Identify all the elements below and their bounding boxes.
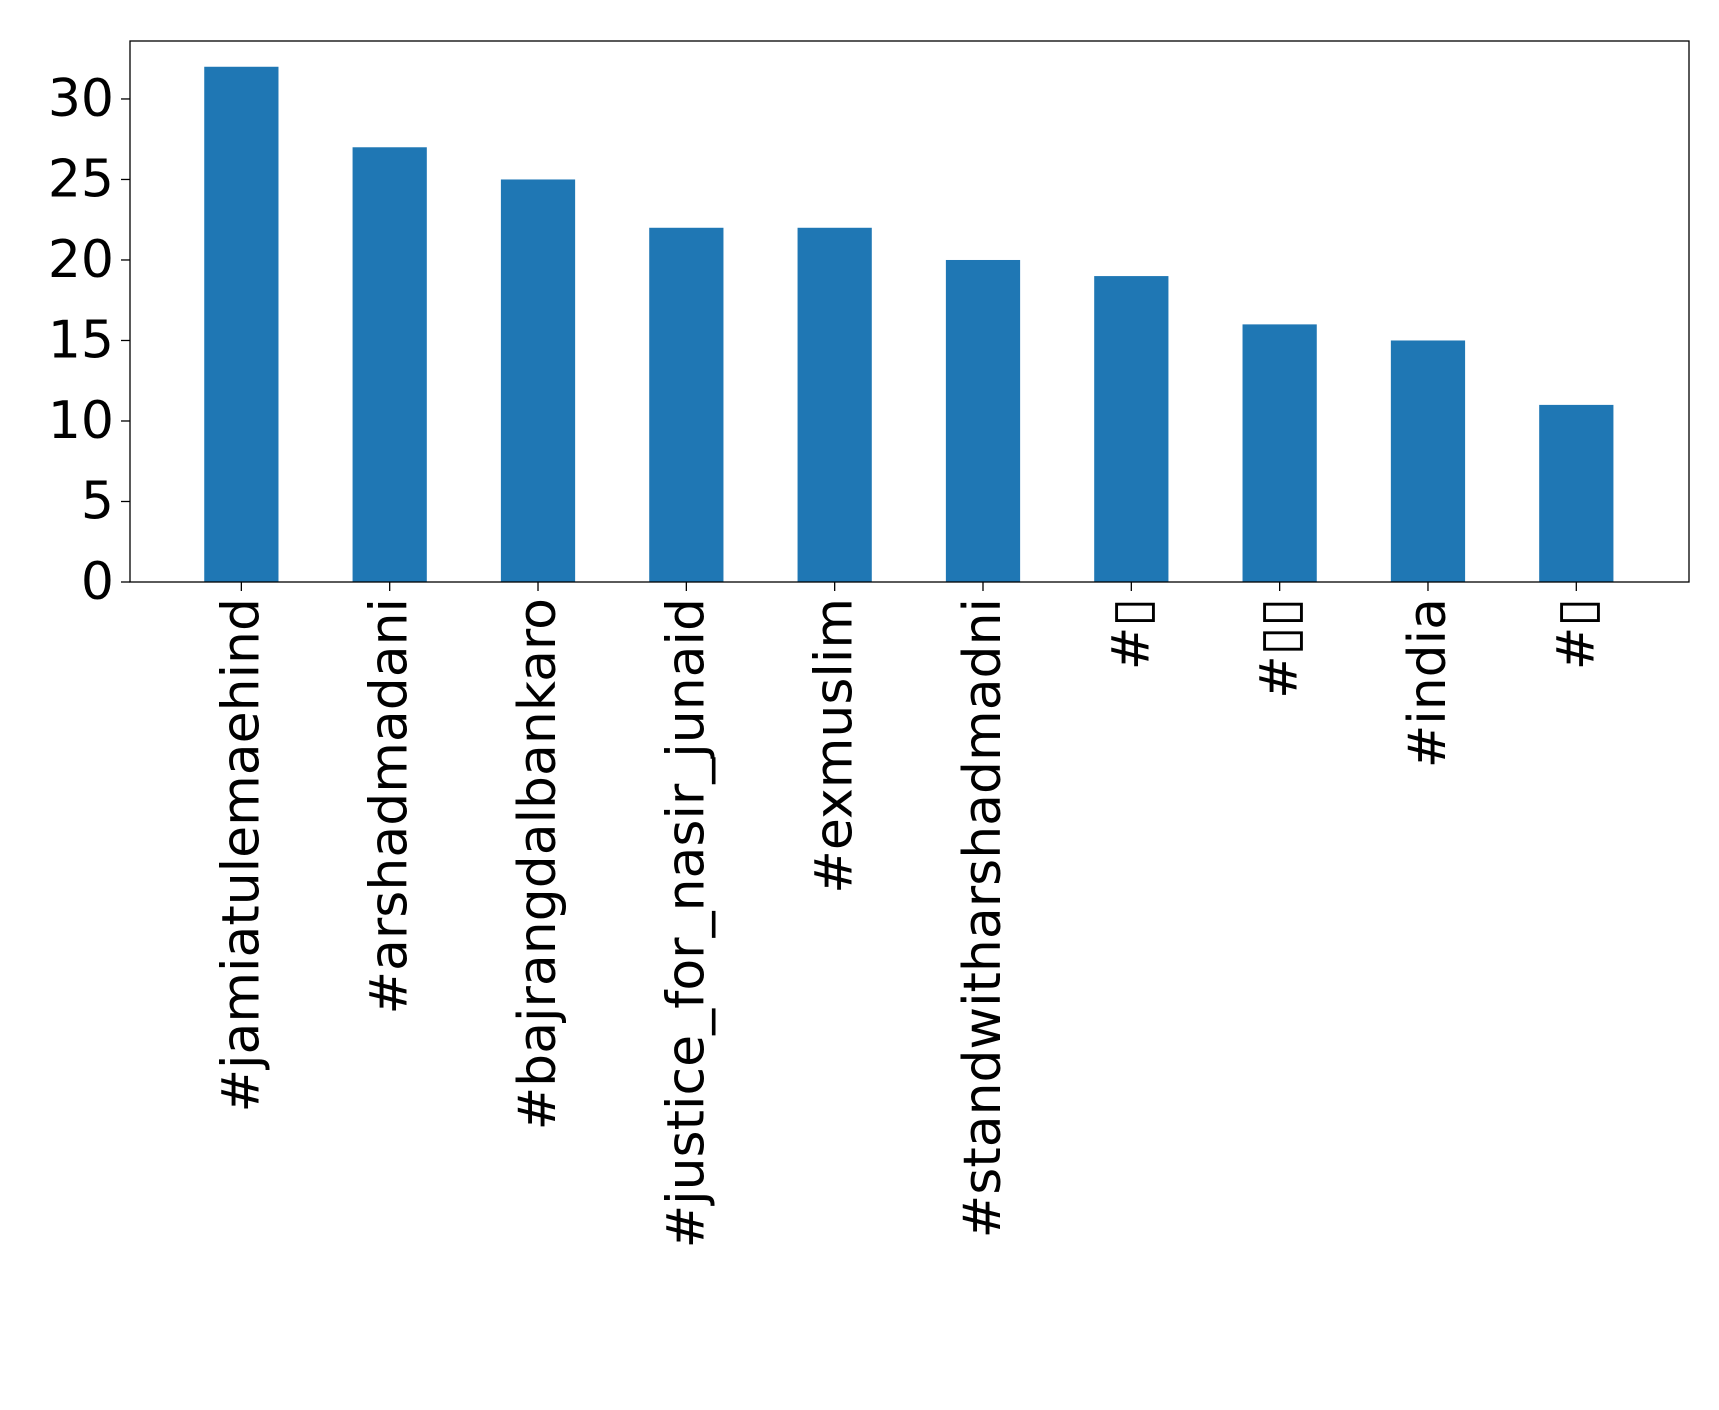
y-tick-label-6: 30 [48,69,114,129]
bar-9 [1539,404,1614,582]
x-tick-label-1: #arshadmadani [360,598,420,1015]
x-axis-ticks: #jamiatulemaehind #arshadmadani #bajrangda… [211,582,1606,1248]
bar-8 [1390,340,1466,582]
x-tick-label-8: #india [1398,598,1458,768]
y-tick-label-2: 10 [48,391,114,451]
y-tick-label-1: 5 [81,471,114,531]
x-tick-label-2: #bajrangdalbankaro [508,598,568,1130]
bar-7 [1242,324,1317,582]
bar-6 [1094,276,1169,582]
bar-5 [945,259,1021,582]
bar-4 [797,227,872,582]
y-tick-label-3: 15 [48,310,114,370]
x-tick-label-6: #▯ [1101,598,1161,670]
bar-3 [649,227,724,582]
bar-1 [352,147,427,582]
y-tick-label-0: 0 [81,552,114,612]
bars-layer [204,66,1614,582]
x-tick-label-0: #jamiatulemaehind [211,598,271,1113]
y-axis-ticks: 0 5 10 15 20 25 30 [48,69,130,612]
bar-0 [204,66,279,582]
x-tick-label-7: #▯▯ [1250,598,1310,699]
x-tick-label-9: #▯ [1546,598,1606,670]
axes-layer [129,40,1690,583]
y-tick-label-5: 25 [48,149,114,209]
bar-2 [500,179,576,582]
plot-frame [129,40,1690,583]
y-tick-label-4: 20 [48,230,114,290]
x-tick-label-4: #exmuslim [805,598,865,894]
x-tick-label-3: #justice_for_nasir_junaid [656,598,716,1248]
x-tick-label-5: #standwitharshadmadni [953,598,1013,1238]
